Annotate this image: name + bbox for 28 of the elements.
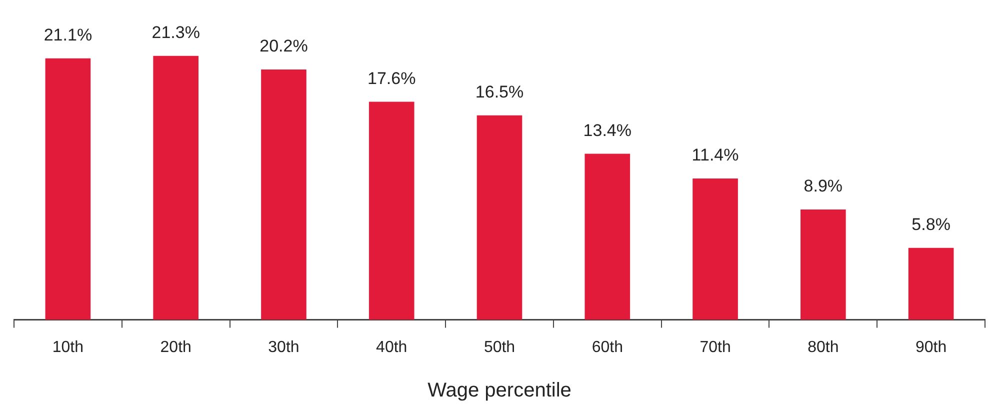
x-tick-label: 10th — [52, 338, 84, 356]
x-tick-label: 70th — [700, 338, 731, 356]
bar — [584, 154, 630, 320]
data-label: 5.8% — [912, 215, 950, 234]
data-label: 20.2% — [260, 36, 308, 56]
x-tick-label: 90th — [915, 338, 947, 356]
data-label: 17.6% — [368, 68, 416, 88]
x-axis-title: Wage percentile — [428, 380, 572, 402]
bar — [800, 210, 846, 320]
x-tick-label: 30th — [268, 338, 300, 356]
bar — [908, 248, 954, 320]
x-tick-label: 50th — [484, 338, 516, 356]
x-tick-label: 60th — [592, 338, 623, 356]
bar — [476, 115, 522, 320]
data-label: 21.3% — [152, 23, 200, 42]
data-label: 11.4% — [692, 146, 739, 165]
x-tick-label: 80th — [808, 338, 839, 356]
data-label: 16.5% — [475, 82, 524, 102]
x-tick-label: 40th — [376, 338, 408, 356]
bar — [153, 56, 198, 320]
bar — [261, 69, 306, 320]
bar — [692, 178, 738, 320]
data-label: 8.9% — [804, 176, 843, 196]
data-label: 13.4% — [583, 120, 632, 140]
x-tick-label: 20th — [160, 338, 192, 356]
bar — [368, 102, 414, 320]
data-label: 21.1% — [44, 26, 92, 45]
bar — [45, 58, 91, 320]
